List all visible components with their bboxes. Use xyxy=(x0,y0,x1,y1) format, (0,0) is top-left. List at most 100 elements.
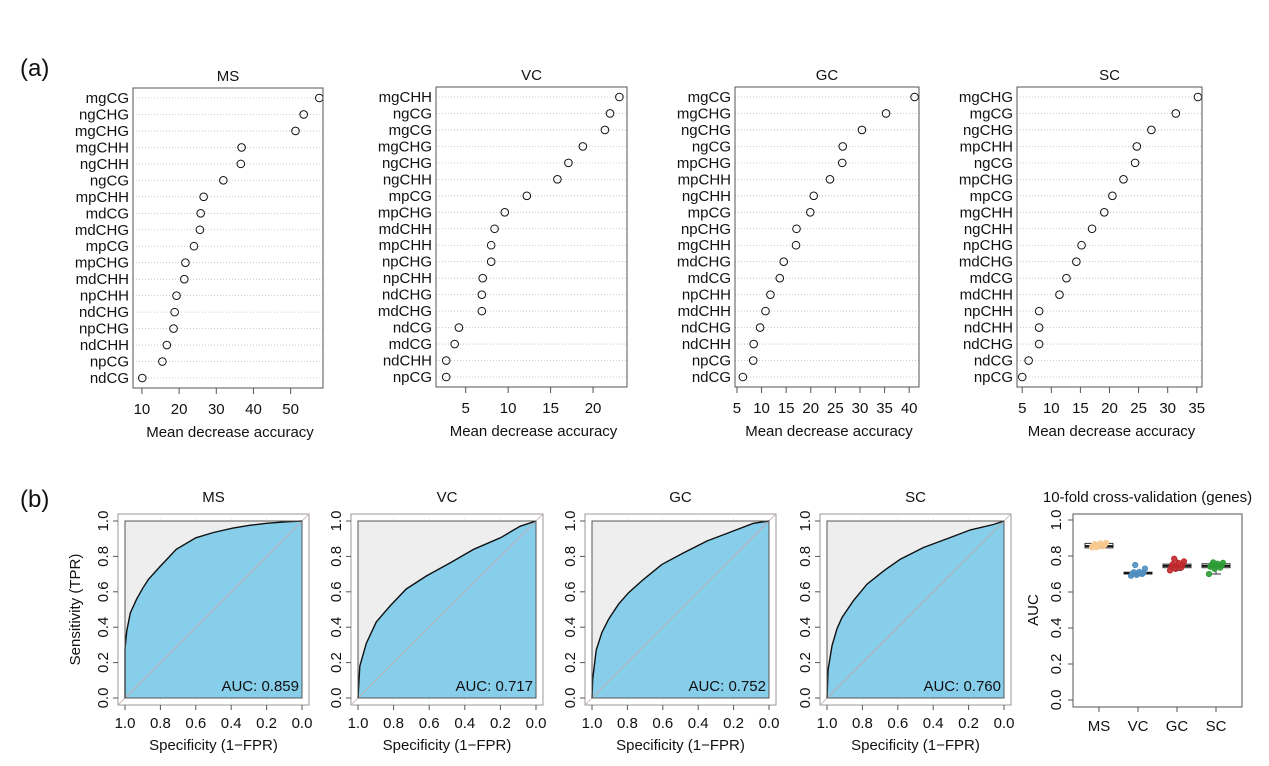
feature-label: mdCHG xyxy=(677,254,731,271)
box-sc xyxy=(1201,559,1231,578)
data-point xyxy=(180,274,189,284)
y-tick-label: 0.2 xyxy=(328,652,345,673)
data-point xyxy=(1087,224,1097,234)
feature-label: ngCG xyxy=(90,172,129,189)
y-tick-label: 0.0 xyxy=(562,688,579,709)
box-ms xyxy=(1084,539,1114,551)
x-tick-label: 10 xyxy=(134,401,151,418)
panel-a-label: (a) xyxy=(20,55,49,82)
feature-label: mdCG xyxy=(970,270,1013,287)
plot-frame xyxy=(132,87,324,389)
x-tick-label: 20 xyxy=(802,400,819,417)
y-tick-label: 0.4 xyxy=(797,617,814,638)
data-point xyxy=(199,192,208,202)
roc-ms: AUC: 0.859 MS 1.0 0.8 0.6 0.4 0.2 0.0 0.0 0.2 0.4 0… xyxy=(67,489,312,754)
x-tick-label: 0.8 xyxy=(617,715,638,732)
data-point xyxy=(791,240,801,250)
feature-label: ndCHH xyxy=(80,337,129,354)
data-point xyxy=(454,323,464,332)
feature-label: ndCHG xyxy=(963,336,1013,353)
data-point xyxy=(775,273,785,283)
y-tick-label: 0.4 xyxy=(562,617,579,638)
data-point xyxy=(1072,257,1081,267)
y-tick-label: 0.0 xyxy=(1048,690,1065,711)
data-point xyxy=(749,339,758,349)
data-point xyxy=(755,323,765,332)
x-tick-label: 0.0 xyxy=(994,715,1015,732)
feature-label: mdCHH xyxy=(76,271,129,288)
y-tick-label: 0.2 xyxy=(562,652,579,673)
data-point xyxy=(615,92,624,102)
feature-label: ngCHH xyxy=(682,188,731,205)
feature-label: mdCHH xyxy=(960,287,1013,304)
data-point xyxy=(1171,109,1181,118)
feature-label: npCHG xyxy=(963,237,1013,254)
cv-point xyxy=(1210,559,1217,566)
data-point xyxy=(158,357,167,366)
feature-label: ndCG xyxy=(90,370,129,387)
feature-label: mgCHH xyxy=(76,139,129,156)
x-tick-label: 0.6 xyxy=(419,715,440,732)
x-tick-label: 35 xyxy=(1188,400,1205,417)
data-point xyxy=(137,373,147,383)
plot-frame xyxy=(124,520,303,699)
y-tick-label: 0.6 xyxy=(562,581,579,602)
data-point xyxy=(1077,240,1086,250)
feature-label: ngCHH xyxy=(964,221,1013,238)
x-tick-label: 50 xyxy=(282,401,299,418)
y-tick-label: 0.4 xyxy=(95,617,112,638)
x-axis-title: Specificity (1−FPR) xyxy=(851,737,980,754)
x-tick-label: 20 xyxy=(1101,400,1118,417)
y-axis-title: AUC xyxy=(1025,594,1042,626)
feature-label: mgCHG xyxy=(75,123,129,140)
plot-frame xyxy=(734,86,920,388)
feature-label: mgCHH xyxy=(678,237,731,254)
y-tick-label: 0.0 xyxy=(328,688,345,709)
y-tick-label: 0.2 xyxy=(95,652,112,673)
panel-b-label: (b) xyxy=(20,486,49,513)
plot-title: 10-fold cross-validation (genes) xyxy=(1043,489,1252,506)
data-point xyxy=(1132,142,1142,151)
cv-point xyxy=(1205,570,1213,578)
data-point xyxy=(441,372,451,382)
x-tick-label: 20 xyxy=(171,401,188,418)
panel-a-importance-plots: MSmgCGngCHGmgCHGmgCHHngCHHngCGmpCHHmdCGm… xyxy=(75,67,1205,441)
x-tick-label: 0.4 xyxy=(923,715,944,732)
feature-label: mdCG xyxy=(688,270,731,287)
data-point xyxy=(738,372,748,382)
y-axis-title: Sensitivity (TPR) xyxy=(67,554,84,666)
data-point xyxy=(881,109,891,118)
cv-point xyxy=(1132,561,1139,569)
data-point xyxy=(189,241,199,251)
cv-point xyxy=(1136,568,1143,575)
roc-curve xyxy=(591,520,770,699)
x-tick-label: 0.4 xyxy=(688,715,709,732)
y-tick-label: 0.2 xyxy=(1048,654,1065,675)
feature-label: mgCHG xyxy=(959,89,1013,106)
cv-point xyxy=(1175,559,1182,566)
x-tick-label: 1.0 xyxy=(115,715,136,732)
feature-label: ndCHG xyxy=(79,304,129,321)
auc-label: AUC: 0.717 xyxy=(455,678,533,695)
data-point xyxy=(1034,339,1044,349)
x-tick-label: 0.8 xyxy=(150,715,171,732)
feature-label: mdCHH xyxy=(678,303,731,320)
feature-label: mpCG xyxy=(970,188,1013,205)
x-tick-label: 1.0 xyxy=(582,715,603,732)
data-point xyxy=(1062,273,1071,283)
feature-label: mgCG xyxy=(688,89,731,106)
roc-curve xyxy=(357,520,537,699)
y-tick-label: 1.0 xyxy=(95,511,112,532)
diagonal-reference xyxy=(584,513,777,706)
y-tick-label: 0.8 xyxy=(797,546,814,567)
y-tick-label: 0.6 xyxy=(1048,582,1065,603)
x-tick-label: SC xyxy=(1206,718,1227,735)
roc-curve xyxy=(826,520,1005,699)
data-point xyxy=(291,126,300,136)
x-tick-label: 0.2 xyxy=(490,715,511,732)
feature-label: mdCHG xyxy=(75,222,129,239)
feature-label: mgCG xyxy=(970,105,1013,122)
cv-point xyxy=(1180,558,1188,565)
feature-label: mpCHG xyxy=(677,155,731,172)
